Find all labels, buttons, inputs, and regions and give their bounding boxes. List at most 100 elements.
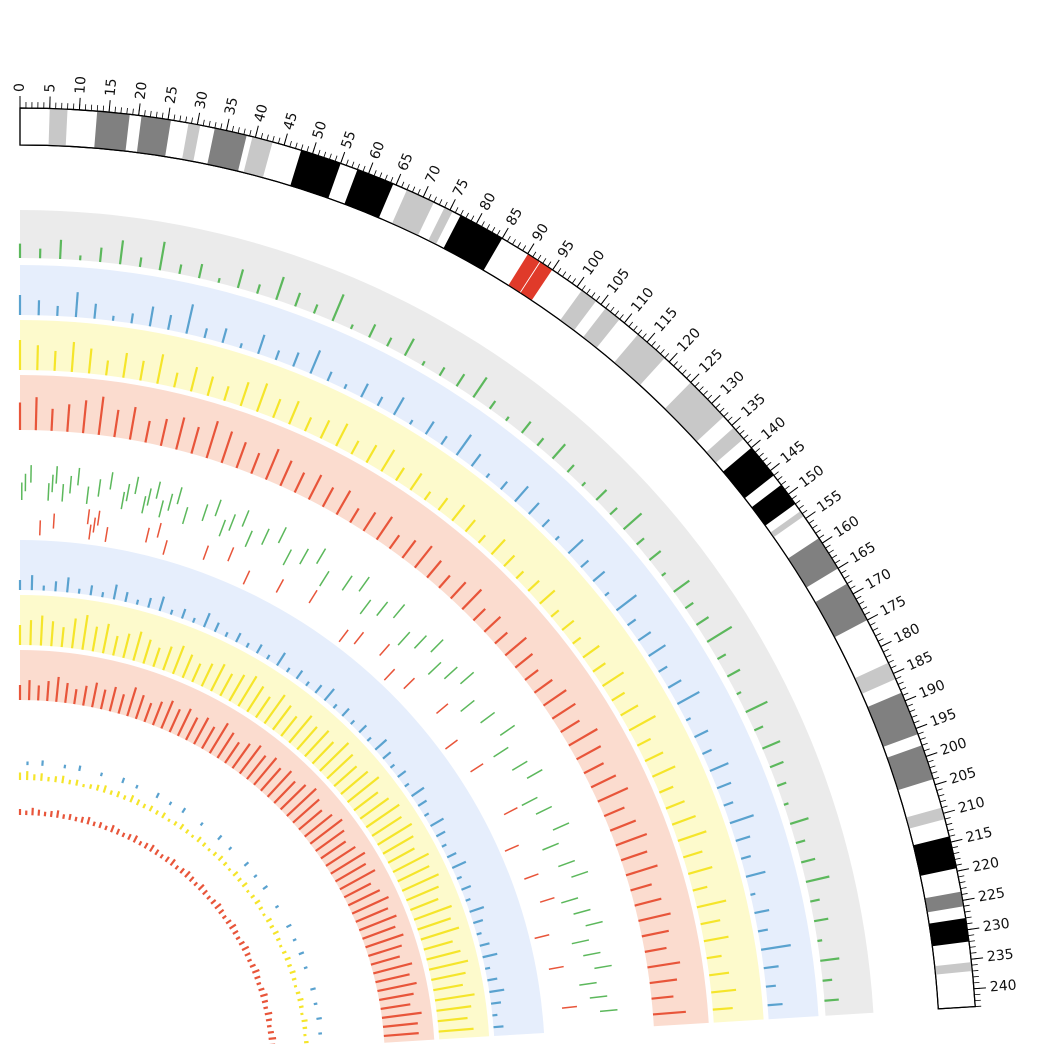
tick-label: 105	[604, 266, 633, 297]
histogram-bar	[293, 472, 306, 493]
histogram-bar	[494, 631, 509, 645]
histogram-bar	[723, 801, 734, 807]
tile	[77, 467, 81, 486]
minor-tick	[390, 176, 394, 183]
histogram-bar	[169, 858, 176, 867]
histogram-bar	[435, 830, 446, 838]
histogram-bar	[264, 1011, 273, 1016]
minor-tick	[231, 125, 234, 132]
histogram-bar	[520, 420, 532, 434]
minor-tick	[417, 188, 421, 195]
tile	[104, 526, 109, 543]
minor-tick	[791, 495, 797, 500]
histogram-bar	[330, 851, 366, 875]
band	[887, 745, 934, 791]
minor-tick	[951, 846, 958, 849]
histogram-bar	[298, 809, 323, 831]
histogram-bar	[118, 240, 125, 265]
histogram-bar	[403, 338, 415, 357]
minor-tick	[897, 681, 904, 685]
major-tick	[552, 259, 560, 271]
histogram-bar	[134, 694, 145, 720]
histogram-bar	[489, 988, 505, 994]
minor-tick	[660, 349, 665, 355]
histogram-bar	[638, 912, 671, 923]
tile	[61, 484, 65, 502]
histogram-bar	[572, 636, 582, 645]
band	[48, 108, 68, 147]
tile	[181, 506, 189, 525]
histogram-bar	[340, 770, 369, 795]
minor-tick	[780, 480, 787, 486]
histogram-bar	[216, 732, 235, 759]
histogram-bar	[222, 861, 228, 867]
histogram-bar	[245, 889, 250, 894]
histogram-bar	[221, 914, 227, 920]
tick-label: 115	[651, 305, 681, 336]
tile	[383, 668, 396, 681]
histogram-bar	[795, 839, 806, 845]
histogram-bar	[244, 952, 251, 957]
tile	[548, 965, 564, 970]
histogram-bar	[285, 667, 291, 673]
histogram-bar	[266, 654, 271, 660]
tile	[47, 483, 50, 501]
histogram-bar	[636, 737, 652, 747]
tick-label: 240	[989, 977, 1017, 995]
histogram-bar	[350, 440, 360, 455]
major-tick	[769, 462, 780, 472]
tile	[436, 703, 449, 715]
tick-label: 155	[814, 488, 845, 516]
minor-tick	[465, 212, 469, 219]
major-tick	[600, 294, 609, 305]
histogram-bar	[66, 404, 71, 432]
histogram-bar	[652, 1010, 686, 1016]
histogram-bar	[189, 366, 199, 392]
histogram-bar	[437, 497, 449, 511]
histogram-bar	[423, 812, 430, 817]
histogram-bar	[91, 682, 99, 708]
histogram-bar	[274, 350, 281, 361]
histogram-bar	[81, 614, 89, 650]
histogram-bar	[214, 902, 222, 910]
histogram-bar	[359, 797, 390, 820]
tile	[244, 530, 253, 548]
histogram-bar	[312, 304, 319, 314]
major-tick	[934, 780, 947, 786]
histogram-bar	[706, 954, 722, 960]
histogram-bar	[228, 846, 233, 851]
minor-tick	[438, 199, 443, 205]
tile	[144, 527, 150, 543]
histogram-bar	[800, 857, 816, 864]
histogram-bar	[436, 1005, 472, 1012]
histogram-bar	[101, 623, 110, 654]
histogram-bar	[409, 897, 439, 912]
band	[290, 150, 341, 199]
tile	[480, 711, 496, 724]
tick-label: 130	[718, 368, 748, 398]
histogram-bar	[164, 856, 170, 863]
minor-tick	[938, 794, 945, 797]
minor-tick	[637, 329, 643, 335]
histogram-bar	[190, 834, 195, 839]
tile	[353, 631, 365, 645]
tile	[445, 739, 458, 750]
histogram-bar	[492, 1013, 498, 1017]
tile	[397, 631, 411, 646]
histogram-bar	[92, 821, 96, 827]
major-tick	[646, 332, 656, 343]
minor-tick	[686, 373, 691, 379]
minor-tick	[179, 115, 182, 122]
histogram-bar	[712, 1006, 733, 1011]
minor-tick	[907, 703, 913, 707]
histogram-bar	[761, 740, 781, 750]
histogram-bar	[583, 762, 605, 775]
histogram-bar	[74, 292, 79, 318]
band	[560, 290, 597, 331]
histogram-bar	[413, 904, 453, 921]
tick-label: 210	[957, 794, 987, 816]
track-background	[20, 375, 709, 1027]
histogram-bar	[424, 421, 435, 435]
histogram-bar	[472, 608, 486, 622]
histogram-bar	[332, 703, 338, 709]
